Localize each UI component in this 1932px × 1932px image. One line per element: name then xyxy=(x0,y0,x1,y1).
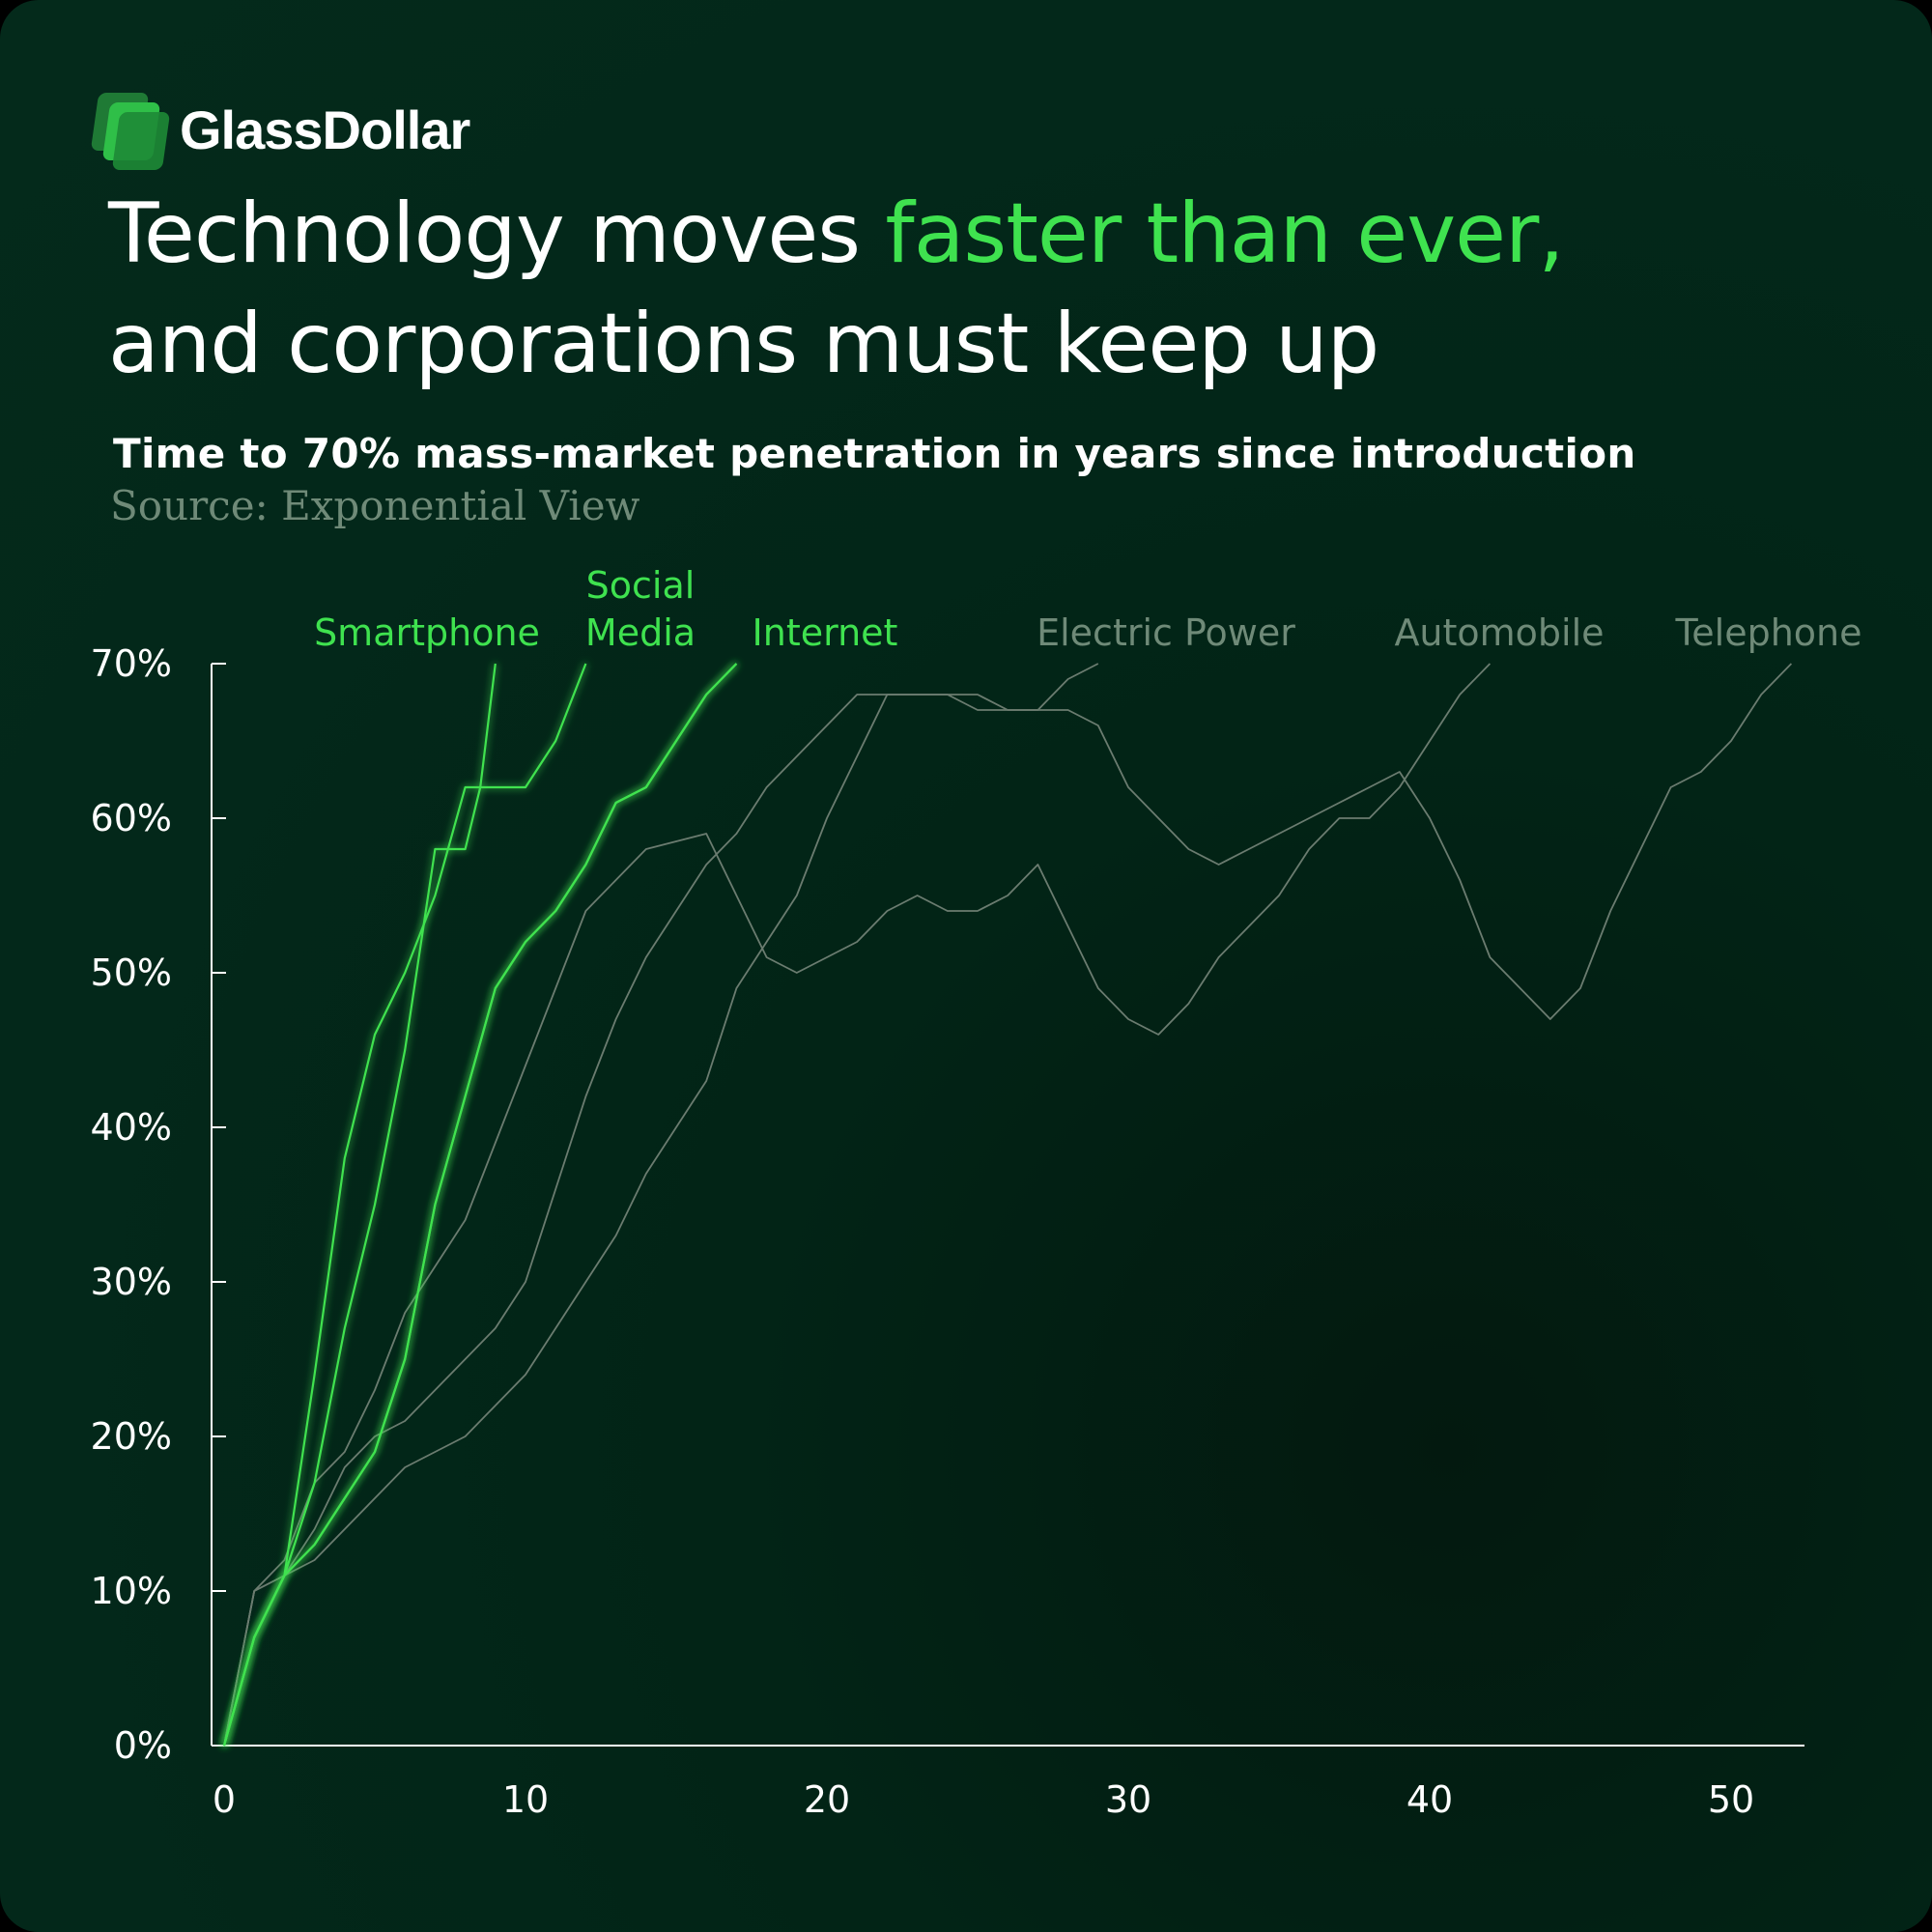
y-tick-label: 40% xyxy=(91,1106,172,1149)
headline: Technology moves faster than ever, and c… xyxy=(108,179,1847,399)
brand: GlassDollar xyxy=(90,93,470,170)
series-label-social-media: Social xyxy=(586,564,696,607)
series-line-telephone xyxy=(223,663,1793,1747)
x-tick-label: 20 xyxy=(804,1778,850,1821)
chart-source: Source: Exponential View xyxy=(110,482,640,529)
series-label-internet: Internet xyxy=(753,611,898,654)
y-tick-label: 60% xyxy=(91,797,172,839)
series-label-automobile: Automobile xyxy=(1394,611,1604,654)
x-tick-label: 30 xyxy=(1105,1778,1151,1821)
series-line-smartphone xyxy=(222,663,587,1747)
x-tick-label: 0 xyxy=(213,1778,236,1821)
chart-subtitle: Time to 70% mass-market penetration in y… xyxy=(113,430,1636,477)
brand-name: GlassDollar xyxy=(180,99,470,160)
y-tick-label: 50% xyxy=(91,952,172,994)
series-line-social-media xyxy=(222,663,738,1747)
series-label-telephone: Telephone xyxy=(1675,611,1862,654)
x-tick-label: 40 xyxy=(1406,1778,1453,1821)
series-label-electric-power: Electric Power xyxy=(1037,611,1295,654)
headline-part-1: Technology moves xyxy=(108,185,886,282)
series-line-internet xyxy=(222,663,738,1747)
series-label-smartphone: Smartphone xyxy=(314,611,540,654)
y-tick-label: 30% xyxy=(91,1261,172,1303)
y-tick-label: 0% xyxy=(114,1724,172,1767)
x-tick-label: 50 xyxy=(1708,1778,1754,1821)
series-line-electric-power xyxy=(223,663,1099,1747)
series-line-automobile xyxy=(223,663,1492,1747)
series-label-social-media: Media xyxy=(585,611,696,654)
y-tick-label: 20% xyxy=(91,1415,172,1458)
headline-highlight: faster than ever, xyxy=(885,185,1564,282)
y-tick-label: 10% xyxy=(91,1570,172,1612)
x-tick-label: 10 xyxy=(502,1778,549,1821)
y-tick-label: 70% xyxy=(91,642,172,685)
headline-part-2: and corporations must keep up xyxy=(108,296,1379,392)
